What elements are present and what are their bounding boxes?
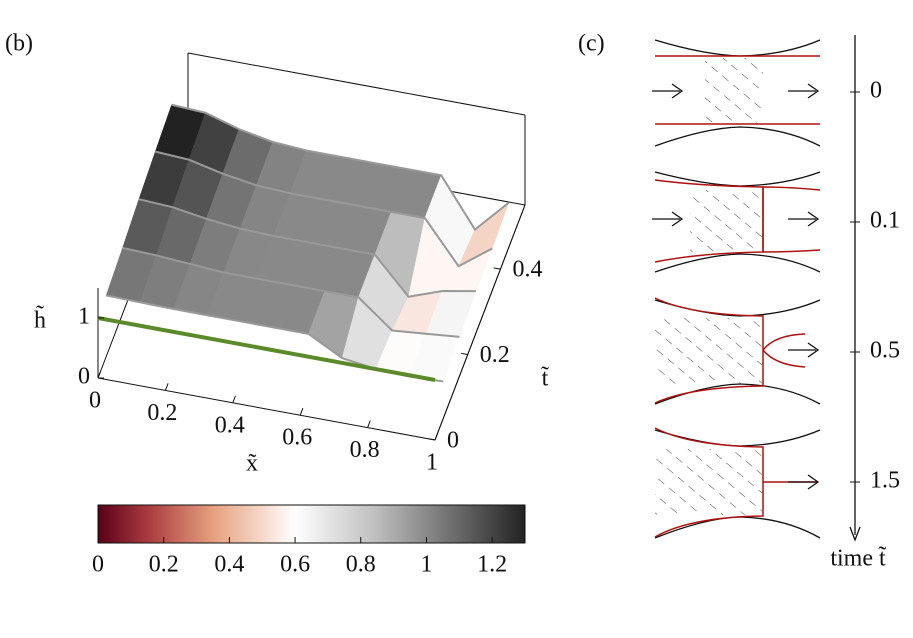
x-tick-label: 0.4	[215, 412, 245, 438]
schematic	[652, 35, 861, 542]
t-tick	[428, 438, 436, 441]
colorbar-tick-label: 1	[420, 552, 432, 578]
colorbar-ticks: 0 0.2 0.4 0.6 0.8 1 1.2	[92, 537, 507, 578]
x-tick-label: 1	[426, 450, 438, 476]
x-tick	[434, 432, 439, 441]
axis-line	[187, 52, 526, 116]
x-tick-label: 0.6	[282, 425, 312, 451]
x-tick-label: 0	[89, 388, 101, 414]
time-tick-label: 0.5	[870, 338, 900, 364]
time-tick-label: 1.5	[870, 468, 900, 494]
time-ticks: 0 0.1 0.5 1.5	[850, 78, 900, 494]
colorbar-tick-label: 0.2	[149, 552, 179, 578]
x-tick	[299, 407, 304, 416]
x-axis-label: x̃	[246, 451, 258, 477]
t-axis-label: t̃	[541, 366, 549, 392]
t-tick-label: 0.4	[512, 257, 542, 283]
h-tick-label: 1	[78, 304, 90, 330]
h-axis-label: h̃	[34, 305, 46, 334]
colorbar-tick-label: 0.8	[346, 552, 376, 578]
axis-line	[434, 204, 526, 441]
panel-label: (c)	[578, 31, 605, 57]
panel-label: (b)	[5, 31, 33, 57]
profile-line	[122, 246, 460, 338]
x-tick	[367, 420, 371, 428]
x-tick	[232, 395, 236, 403]
x-tick	[164, 383, 169, 391]
profile-line	[155, 150, 493, 268]
x-tick-label: 0.8	[350, 437, 380, 463]
colorbar-tick-label: 0.4	[214, 552, 244, 578]
colorbar	[97, 504, 526, 544]
time-tick-label: 0.1	[870, 208, 900, 234]
t-tick-label: 0.2	[480, 342, 510, 368]
axis-line	[97, 377, 436, 441]
t-tick	[493, 267, 501, 270]
t-tick-label: 0	[447, 428, 459, 454]
t-tick	[460, 352, 468, 356]
profile-line	[138, 198, 476, 298]
colorbar-tick-label: 1.2	[477, 552, 507, 578]
initial-profile	[97, 316, 436, 382]
h-tick-label: 0	[78, 364, 90, 390]
colorbar-tick-label: 0.6	[280, 552, 310, 578]
time-label: time t̃	[830, 546, 886, 572]
x-tick	[97, 370, 102, 379]
colorbar-tick-label: 0	[92, 552, 104, 578]
profile-line	[171, 103, 510, 232]
time-tick-label: 0	[870, 78, 882, 104]
x-tick-label: 0.2	[147, 400, 177, 426]
